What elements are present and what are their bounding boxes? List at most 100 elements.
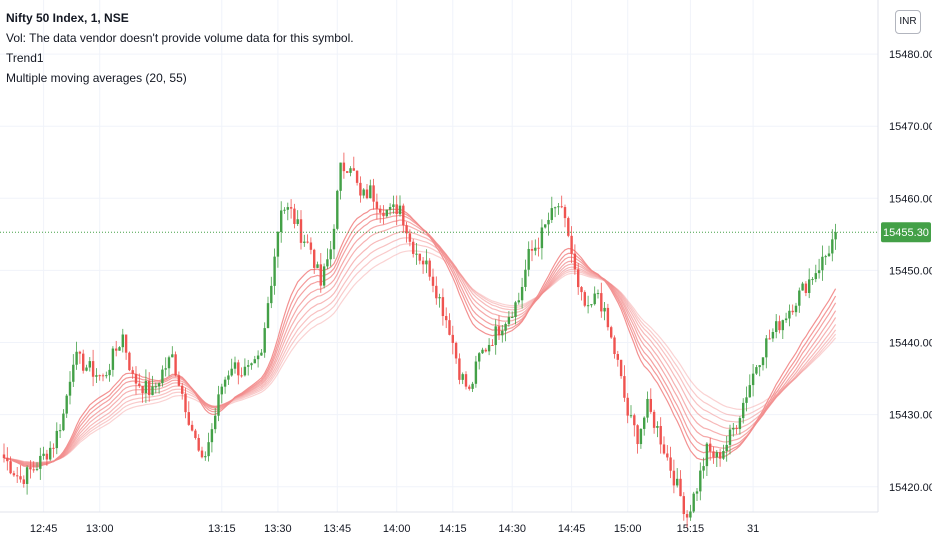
candle-body — [339, 162, 342, 191]
candle-body — [91, 361, 95, 377]
candle — [289, 199, 293, 219]
candle — [771, 328, 775, 342]
candle — [65, 394, 68, 418]
candle-body — [715, 452, 718, 458]
candle-body — [610, 327, 613, 338]
candle — [210, 423, 214, 453]
candle — [616, 350, 619, 367]
candle-body — [382, 212, 385, 217]
last-price-marker: 15455.30 — [0, 222, 931, 243]
candle-body — [474, 361, 478, 384]
candle — [435, 276, 438, 305]
candle — [359, 176, 362, 203]
x-tick-label: 14:00 — [383, 523, 411, 535]
moving-average-line — [3, 230, 837, 465]
candle — [458, 353, 461, 385]
candle — [646, 391, 649, 423]
candle — [514, 300, 517, 325]
candle-body — [709, 443, 712, 452]
candle — [240, 367, 243, 378]
candle-body — [35, 468, 39, 470]
candle — [365, 184, 369, 200]
candle-body — [478, 353, 481, 362]
last-price-badge — [881, 222, 931, 243]
candle — [352, 156, 355, 171]
candle — [342, 152, 346, 179]
candle-body — [514, 302, 517, 318]
candle — [817, 258, 821, 279]
x-tick-label: 14:15 — [439, 523, 467, 535]
candle-body — [167, 357, 171, 369]
candle — [42, 446, 45, 460]
candle-body — [563, 207, 567, 219]
candle — [151, 375, 154, 396]
candle-body — [751, 373, 755, 386]
candle — [821, 245, 824, 281]
candle-body — [669, 457, 672, 471]
candle-body — [435, 285, 438, 299]
candle — [679, 470, 682, 497]
candle-body — [85, 367, 88, 371]
candle — [398, 195, 402, 217]
candle-body — [623, 376, 626, 398]
candle — [553, 206, 557, 218]
candle-body — [811, 279, 814, 281]
candle — [461, 372, 464, 385]
candle-body — [445, 316, 448, 321]
candle-body — [375, 201, 379, 209]
candle — [108, 363, 111, 382]
candle-body — [567, 218, 570, 236]
indicator-moving-averages[interactable]: Multiple moving averages (20, 55) — [6, 71, 187, 85]
candle — [19, 465, 22, 483]
candle-body — [725, 444, 728, 451]
moving-average-line — [3, 250, 837, 464]
candle-body — [55, 430, 58, 449]
candle — [715, 450, 718, 468]
candle — [758, 364, 761, 377]
candle-body — [250, 363, 253, 366]
candle-body — [468, 386, 471, 389]
time-axis[interactable]: 12:45 13:00 13:15 13:30 13:45 14:00 14:15 14:30… — [0, 511, 878, 535]
candle — [214, 407, 217, 434]
candle-body — [313, 249, 316, 268]
candle — [606, 303, 610, 331]
candle — [95, 368, 98, 383]
candle-body — [68, 381, 72, 396]
candle-body — [738, 418, 742, 430]
candle — [778, 315, 781, 334]
candle — [194, 428, 197, 440]
candle-body — [570, 235, 573, 254]
candle-body — [336, 190, 339, 229]
candle-body — [672, 470, 676, 486]
candle-body — [629, 415, 633, 417]
candle — [431, 268, 435, 293]
volume-note[interactable]: Vol: The data vendor doesn't provide vol… — [6, 31, 354, 45]
candle — [745, 386, 748, 412]
x-tick-label: 31 — [747, 523, 759, 535]
symbol-title[interactable]: Nifty 50 Index, 1, NSE — [6, 11, 129, 25]
candle-body — [768, 338, 771, 340]
candle — [280, 201, 283, 243]
indicator-trend1[interactable]: Trend1 — [6, 51, 44, 65]
candle — [220, 383, 223, 404]
x-tick-label: 13:15 — [208, 523, 236, 535]
candle — [451, 325, 454, 355]
price-axis[interactable]: 15420.00 15430.00 15440.00 15450.00 15460.00… — [877, 0, 932, 512]
currency-button[interactable]: INR — [895, 10, 921, 34]
candle — [52, 443, 55, 458]
candle — [82, 349, 85, 374]
candle — [105, 371, 108, 379]
candle — [649, 388, 652, 414]
candle — [375, 193, 379, 220]
candle — [362, 188, 365, 199]
candle-body — [322, 266, 326, 286]
candle-body — [544, 224, 547, 228]
candle — [78, 350, 82, 364]
candle — [517, 292, 520, 305]
candle-body — [32, 469, 35, 471]
candle-body — [398, 205, 402, 215]
candle-body — [639, 428, 643, 445]
candle — [775, 314, 778, 339]
